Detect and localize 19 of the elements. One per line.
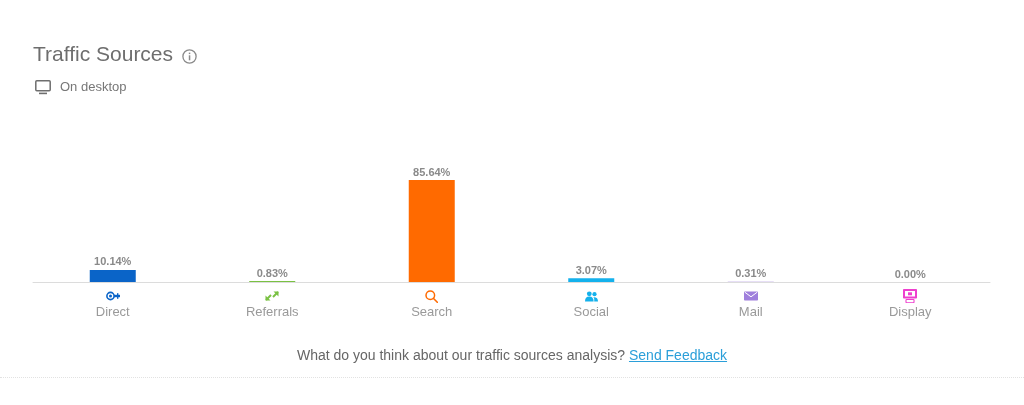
x-tick-label: Direct: [95, 304, 131, 319]
data-label: 85.64%: [413, 165, 451, 178]
data-label: 0.00%: [894, 267, 927, 280]
x-tick-label: Social: [573, 304, 610, 319]
x-tick-label: Referrals: [245, 304, 300, 319]
chart-title: Traffic Sources: [33, 41, 174, 67]
data-label: 10.14%: [94, 255, 132, 268]
text: What do you think about our traffic sources analysis?: [296, 347, 626, 363]
chart-subtitle: On desktop: [60, 79, 127, 95]
x-tick-label: Display: [888, 304, 933, 319]
bar: [408, 180, 455, 282]
bar: [568, 278, 615, 282]
bar: [89, 269, 136, 282]
x-tick-label: Search: [411, 304, 453, 319]
x-tick-label: Mail: [738, 304, 763, 319]
text: Send Feedback: [628, 347, 728, 363]
data-label: 3.07%: [575, 263, 608, 276]
data-label: 0.31%: [735, 267, 767, 280]
data-label: 0.83%: [256, 266, 289, 279]
